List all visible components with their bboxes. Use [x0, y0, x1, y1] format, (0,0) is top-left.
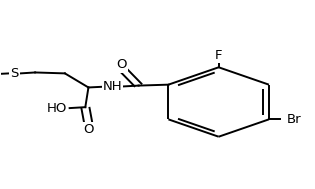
Text: O: O	[83, 123, 94, 136]
Text: Br: Br	[287, 113, 301, 126]
Text: HO: HO	[47, 102, 67, 115]
Text: F: F	[215, 49, 222, 62]
Text: NH: NH	[103, 80, 123, 93]
Text: O: O	[117, 58, 127, 71]
Text: S: S	[10, 67, 19, 80]
